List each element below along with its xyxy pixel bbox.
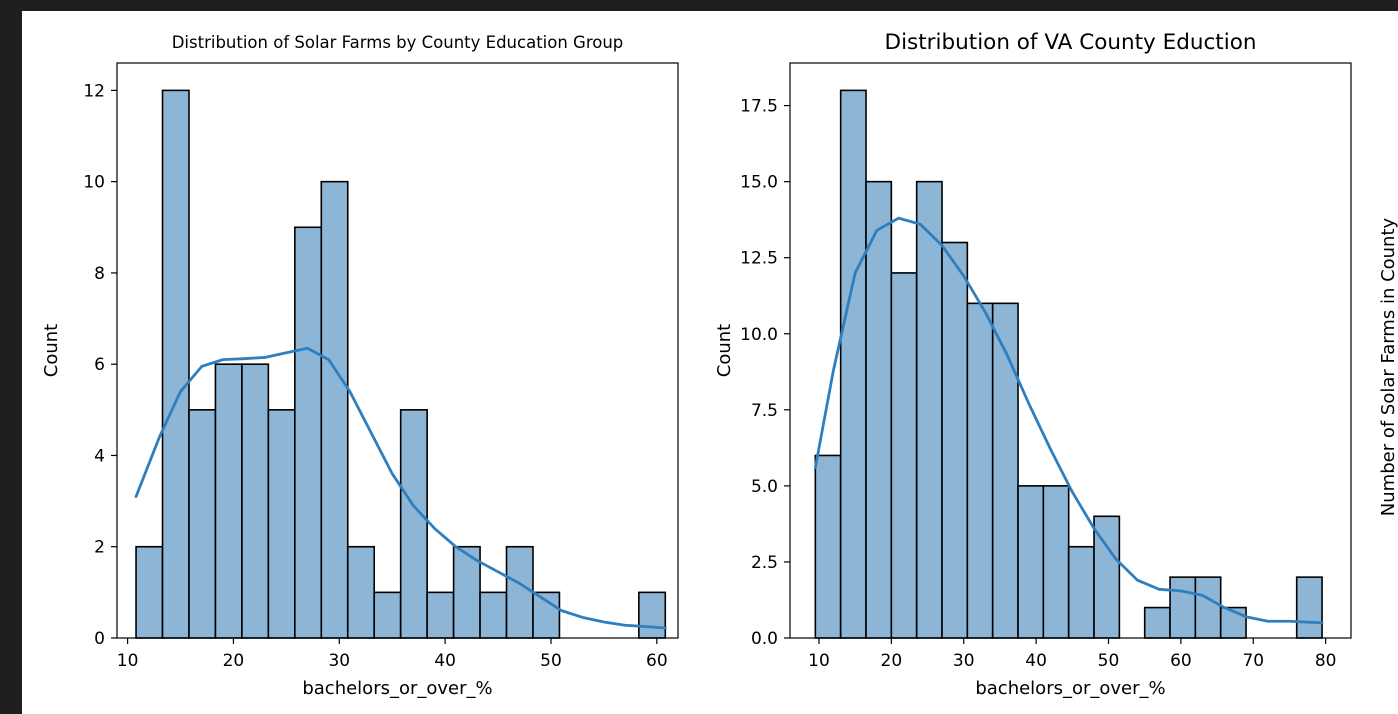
y-axis-label: Count — [714, 324, 735, 377]
bar — [426, 591, 455, 639]
bar — [161, 89, 190, 639]
y-tick-label: 15.0 — [740, 173, 778, 193]
bar — [1169, 576, 1197, 639]
y-tick-label: 12 — [83, 81, 105, 101]
y-tick-label: 12.5 — [740, 249, 778, 269]
bar — [294, 226, 323, 639]
y-tick-label: 6 — [94, 355, 105, 375]
bar — [188, 409, 217, 639]
bar — [991, 302, 1019, 639]
kde-line — [813, 216, 1324, 625]
bar — [865, 180, 893, 639]
axes-frame — [116, 62, 679, 639]
bar — [267, 409, 296, 639]
bar — [941, 241, 969, 639]
y-tick-label: 4 — [94, 446, 105, 466]
y-tick-label: 10.0 — [740, 325, 778, 345]
x-tick-label: 20 — [223, 651, 245, 671]
bars — [814, 89, 1323, 639]
bar — [1194, 576, 1222, 639]
bar — [1067, 545, 1095, 639]
chart-2: 10 20 30 40 50 60 70 80 0.0 2.5 5.0 7.5 10.0 12.5 15.0… — [714, 30, 1352, 699]
bar — [452, 545, 481, 639]
chart-1: 10 20 30 40 50 60 0 2 4 6 8 10 12 Distribution of Sol… — [41, 33, 679, 699]
bar — [1143, 606, 1171, 639]
bar — [1017, 485, 1045, 639]
x-tick-label: 20 — [881, 651, 903, 671]
chart-title: Distribution of VA County Eduction — [885, 30, 1257, 55]
axes-frame — [789, 62, 1352, 639]
x-tick-label: 40 — [434, 651, 456, 671]
bar — [214, 363, 243, 639]
y-ticks: 0 2 4 6 8 10 12 — [83, 81, 117, 649]
x-tick-label: 50 — [540, 651, 562, 671]
x-tick-label: 70 — [1242, 651, 1264, 671]
x-tick-label: 60 — [1170, 651, 1192, 671]
x-tick-label: 10 — [808, 651, 830, 671]
bar — [346, 545, 376, 639]
x-tick-label: 10 — [117, 651, 139, 671]
x-tick-label: 80 — [1315, 651, 1337, 671]
bar — [966, 302, 994, 639]
bars — [135, 89, 667, 639]
bar — [638, 591, 667, 639]
x-tick-label: 30 — [953, 651, 975, 671]
y-axis-label: Count — [41, 324, 62, 377]
bar — [814, 454, 842, 639]
x-ticks: 10 20 30 40 50 60 — [117, 638, 668, 671]
bar — [135, 545, 164, 639]
y-tick-label: 2.5 — [751, 553, 778, 573]
bar — [839, 89, 867, 639]
y-tick-label: 0.0 — [751, 629, 778, 649]
x-tick-label: 40 — [1025, 651, 1047, 671]
y-tick-label: 8 — [94, 264, 105, 284]
bar — [1295, 576, 1323, 639]
y-tick-label: 17.5 — [740, 97, 778, 117]
x-axis-label: bachelors_or_over_% — [975, 678, 1165, 699]
y-tick-label: 0 — [94, 629, 105, 649]
bar — [479, 591, 508, 639]
bar — [241, 363, 270, 639]
y-tick-label: 5.0 — [751, 477, 778, 497]
x-tick-label: 30 — [328, 651, 350, 671]
bar — [915, 180, 943, 639]
bar — [373, 591, 402, 639]
x-tick-label: 60 — [646, 651, 668, 671]
bar — [1042, 485, 1070, 639]
y-ticks: 0.0 2.5 5.0 7.5 10.0 12.5 15.0 17.5 — [740, 97, 790, 649]
x-ticks: 10 20 30 40 50 60 70 80 — [808, 638, 1336, 671]
x-tick-label: 50 — [1098, 651, 1120, 671]
right-axis-label: Number of Solar Farms in County — [1378, 217, 1398, 516]
bar — [399, 409, 428, 639]
bar — [320, 180, 349, 639]
chart-title: Distribution of Solar Farms by County Ed… — [172, 33, 624, 52]
y-tick-label: 10 — [83, 173, 105, 193]
bar — [890, 272, 918, 639]
bar — [505, 545, 534, 639]
kde-line — [134, 346, 667, 630]
y-tick-label: 2 — [94, 538, 105, 558]
x-axis-label: bachelors_or_over_% — [302, 678, 492, 699]
y-tick-label: 7.5 — [751, 401, 778, 421]
